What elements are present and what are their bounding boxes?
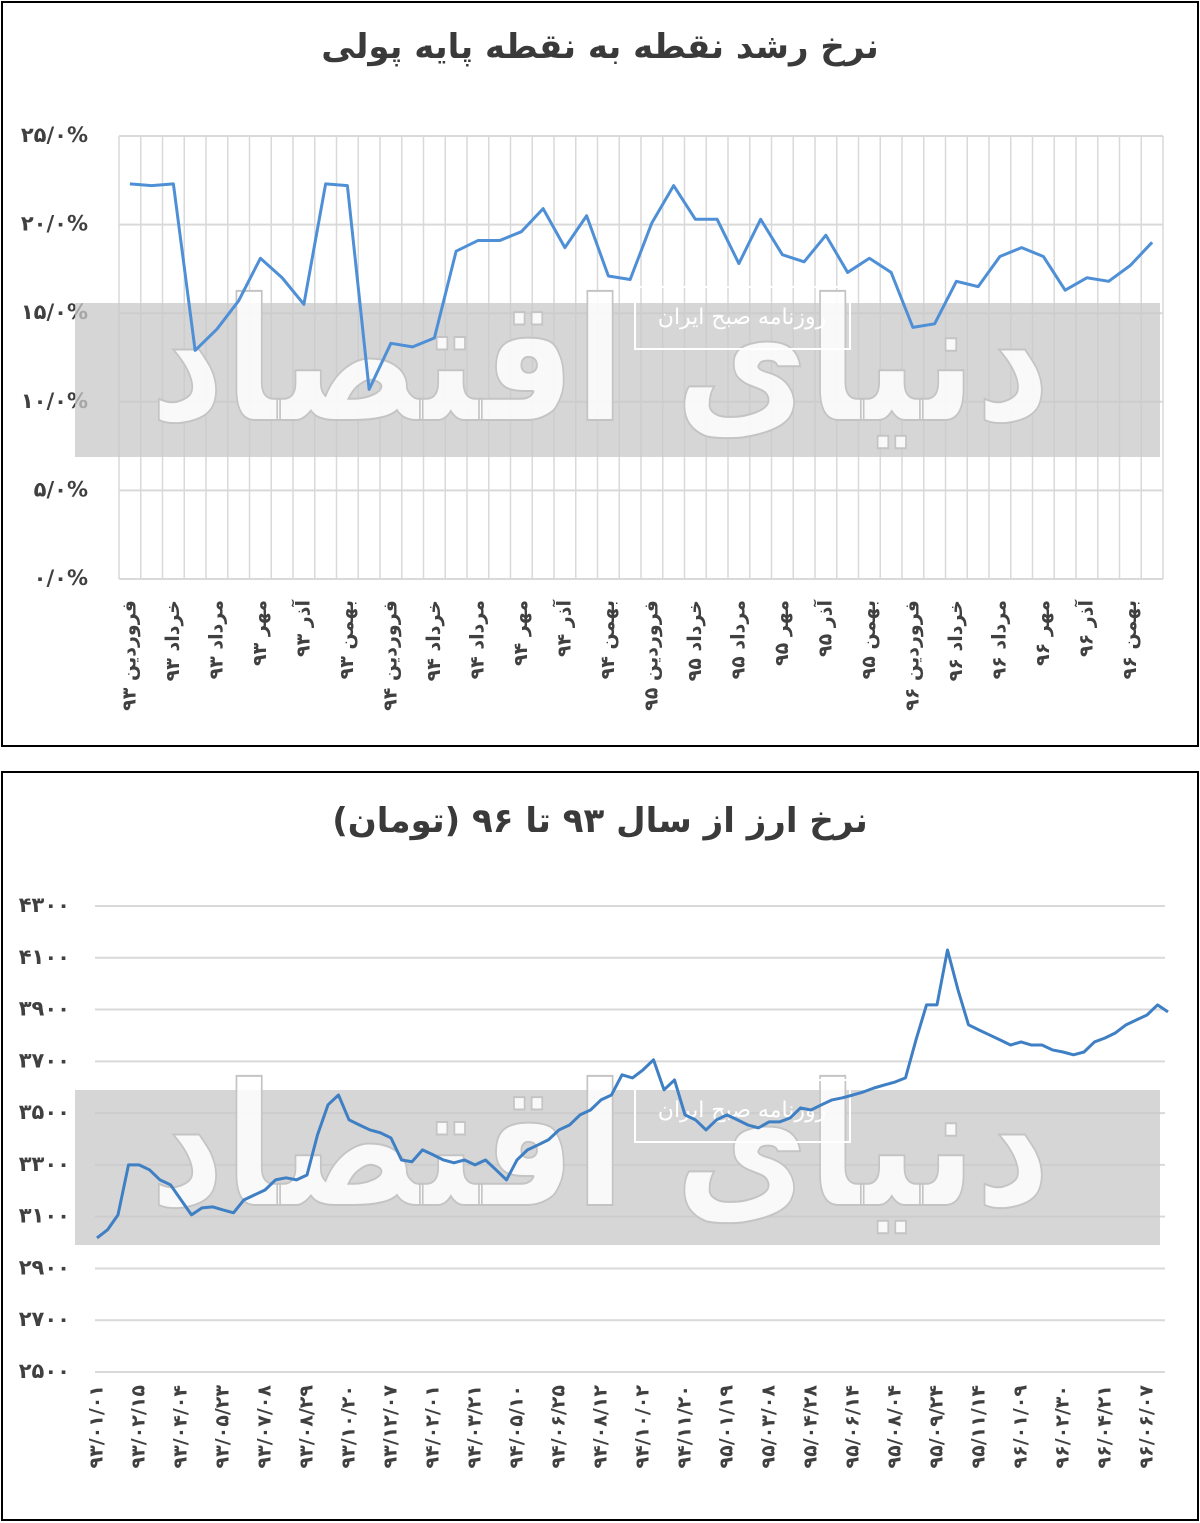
x-tick-label: ۹۵/۰۸/۰۴ [884,1385,906,1468]
x-tick-label: خرداد ۹۴ [423,600,445,681]
y-tick-label: ۲۵/۰% [21,123,88,147]
x-tick-label: ۹۵/۰۴/۲۸ [800,1385,822,1469]
x-tick-label: ۹۳/۱۲/۰۷ [380,1385,402,1469]
watermark-band [75,1090,1160,1245]
x-tick-label: بهمن ۹۴ [597,600,619,679]
y-tick-label: ۲۹۰۰ [19,1255,70,1279]
x-tick-label: ۹۳/۰۲/۱۵ [128,1385,150,1469]
chart-title: نرخ رشد نقطه به نقطه پایه پولی [321,27,879,67]
y-tick-label: ۳۹۰۰ [19,997,70,1021]
x-tick-label: ۹۳/۱۰/۲۰ [338,1385,360,1468]
x-tick-label: آذر ۹۶ [1073,600,1097,658]
x-tick-label: ۹۴/۰۳/۲۱ [464,1385,486,1468]
x-tick-label: ۹۳/۰۱/۰۱ [86,1385,108,1468]
y-tick-label: ۵/۰% [34,477,88,501]
watermark-band [75,303,1160,457]
x-tick-label: مهر ۹۴ [510,600,532,666]
y-tick-label: ۴۳۰۰ [19,893,70,917]
x-tick-label: ۹۵/۱۱/۱۴ [968,1385,990,1468]
chart-title: نرخ ارز از سال ۹۳ تا ۹۶ (تومان) [332,801,868,841]
x-tick-label: ۹۶/۰۱/۰۹ [1010,1385,1032,1469]
x-tick-label: مرداد ۹۳ [205,600,227,679]
x-tick-label: ۹۴/۱۱/۲۰ [674,1385,696,1468]
data-line [96,948,1169,1240]
x-tick-label: ۹۳/۰۴/۰۴ [170,1385,192,1468]
watermark-tag: روزنامه صبح ایران [658,305,826,330]
x-tick-label: فروردین ۹۵ [640,600,662,711]
y-tick-label: ۳۱۰۰ [19,1204,70,1228]
x-tick-label: ۹۵/۰۳/۰۸ [758,1385,780,1469]
x-tick-label: خرداد ۹۶ [945,600,967,681]
x-tick-label: ۹۴/۰۲/۰۱ [422,1385,444,1468]
x-tick-label: ۹۴/۰۵/۱۰ [506,1385,528,1468]
y-tick-label: ۲۵۰۰ [19,1359,70,1383]
x-tick-label: ۹۴/۰۸/۱۲ [590,1385,612,1469]
x-tick-label: ۹۵/۰۱/۱۹ [716,1385,738,1469]
x-tick-label: بهمن ۹۶ [1119,600,1141,679]
x-tick-label: ۹۳/۰۷/۰۸ [254,1385,276,1469]
y-tick-label: ۳۵۰۰ [19,1100,70,1124]
x-tick-label: خرداد ۹۳ [162,600,184,681]
x-tick-label: آذر ۹۴ [551,600,575,658]
x-tick-label: آذر ۹۵ [812,600,836,658]
x-tick-label: ۹۶/۰۶/۰۷ [1136,1385,1158,1469]
y-tick-label: ۲۷۰۰ [19,1307,70,1331]
y-tick-label: ۳۷۰۰ [19,1048,70,1072]
x-tick-label: مرداد ۹۵ [727,600,749,679]
y-tick-label: ۲۰/۰% [21,212,88,236]
x-tick-label: مهر ۹۶ [1032,600,1054,666]
x-tick-label: مرداد ۹۴ [466,600,488,679]
x-tick-label: بهمن ۹۳ [336,600,358,679]
x-tick-label: ۹۳/۰۸/۲۹ [296,1385,318,1469]
x-tick-label: ۹۶/۰۲/۳۰ [1052,1385,1074,1468]
x-tick-label: ۹۵/۰۹/۲۴ [926,1385,948,1468]
x-tick-label: فروردین ۹۳ [118,600,140,711]
x-tick-label: ۹۶/۰۴/۲۱ [1094,1385,1116,1468]
y-tick-label: ۴۱۰۰ [19,945,70,969]
x-tick-label: فروردین ۹۶ [901,600,923,711]
x-tick-label: ۹۴/۰۶/۲۵ [548,1385,570,1469]
x-tick-label: بهمن ۹۵ [858,600,880,679]
x-tick-label: ۹۵/۰۶/۱۴ [842,1385,864,1468]
x-tick-label: ۹۳/۰۵/۲۳ [212,1385,234,1469]
x-tick-label: مهر ۹۵ [771,600,793,666]
watermark: دنیای اقتصاد [150,1048,1050,1246]
watermark-tag-box [634,1079,851,1143]
watermark: دنیای اقتصاد [150,263,1050,461]
y-tick-label: ۰/۰% [34,566,88,590]
watermark-tag-box [634,286,851,350]
x-tick-label: ۹۴/۱۰/۰۲ [632,1385,654,1469]
x-tick-label: مهر ۹۳ [249,600,271,666]
y-tick-label: ۳۳۰۰ [19,1152,70,1176]
data-line [129,182,1154,391]
x-tick-label: فروردین ۹۴ [379,600,401,711]
x-tick-label: آذر ۹۳ [290,600,314,658]
x-tick-label: مرداد ۹۶ [988,600,1010,679]
x-tick-label: خرداد ۹۵ [684,600,706,681]
